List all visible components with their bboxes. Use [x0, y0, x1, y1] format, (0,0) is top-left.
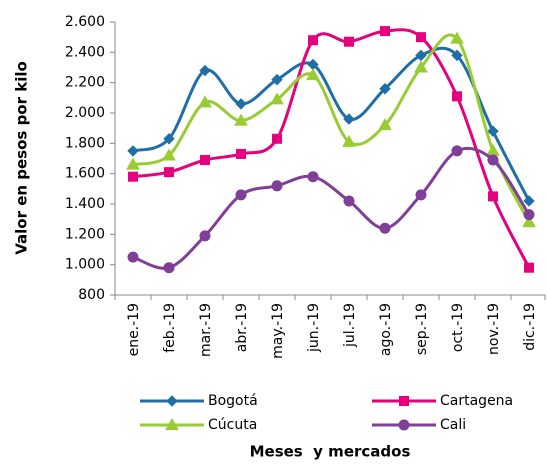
- x-tick-label: mar.-19: [198, 303, 214, 357]
- series-line: [132, 46, 531, 202]
- x-tick-label: abr.-19: [234, 303, 250, 352]
- point: [163, 133, 175, 145]
- point: [234, 113, 248, 126]
- point: [414, 60, 428, 73]
- point: [199, 64, 211, 77]
- point: [488, 191, 498, 202]
- legend-marker: [399, 396, 409, 406]
- point: [199, 230, 211, 242]
- x-tick-label: jul.-19: [342, 303, 358, 348]
- point: [308, 35, 318, 46]
- x-tick-label: sep.-19: [414, 303, 430, 355]
- point: [451, 145, 463, 157]
- point: [236, 148, 246, 159]
- point: [451, 49, 463, 62]
- point: [343, 195, 355, 207]
- y-tick-label: 2.400: [65, 44, 105, 60]
- point: [164, 167, 174, 178]
- point: [452, 91, 462, 102]
- point: [126, 157, 140, 170]
- legend-label: Cali: [440, 417, 466, 433]
- point: [162, 148, 176, 161]
- x-tick-label: jun.-19: [306, 303, 322, 353]
- legend-marker: [166, 395, 178, 407]
- x-tick-label: oct.-19: [450, 303, 466, 352]
- point: [306, 68, 320, 81]
- legend-label: Bogotá: [208, 393, 258, 409]
- legend-label: Cartagena: [440, 393, 513, 409]
- point: [487, 125, 499, 137]
- y-tick-label: 1.800: [65, 135, 105, 151]
- y-tick-label: 800: [78, 287, 105, 303]
- point: [416, 32, 426, 43]
- y-tick-label: 2.600: [65, 14, 105, 30]
- point: [523, 209, 535, 221]
- x-tick-label: feb.-19: [162, 303, 178, 353]
- y-tick-label: 1.400: [65, 196, 105, 212]
- point: [343, 113, 355, 125]
- point: [523, 195, 535, 207]
- point: [524, 262, 534, 273]
- point: [378, 118, 392, 131]
- y-axis-title: Valor en pesos por kilo: [13, 61, 31, 255]
- point: [342, 134, 356, 147]
- x-tick-label: ene.-19: [126, 303, 142, 356]
- point: [235, 98, 247, 110]
- point: [415, 49, 427, 62]
- point: [379, 222, 391, 234]
- point: [380, 26, 390, 37]
- point: [271, 180, 283, 192]
- x-axis-title: Meses y mercados: [250, 443, 411, 461]
- point: [128, 171, 138, 182]
- point: [163, 262, 175, 274]
- point: [486, 143, 500, 156]
- point: [200, 155, 210, 166]
- point: [522, 215, 536, 228]
- point: [487, 154, 499, 166]
- y-tick-label: 1.000: [65, 257, 105, 273]
- x-tick-label: nov.-19: [486, 303, 502, 355]
- point: [271, 73, 283, 86]
- x-tick-label: may.-19: [270, 303, 286, 359]
- point: [127, 145, 139, 157]
- y-tick-label: 2.000: [65, 105, 105, 121]
- point: [415, 189, 427, 201]
- legend-marker: [165, 417, 179, 430]
- point: [127, 251, 139, 263]
- point: [450, 31, 464, 44]
- x-tick-label: dic.-19: [522, 303, 538, 351]
- legend-label: Cúcuta: [208, 417, 257, 433]
- series-line: [132, 146, 531, 270]
- point: [272, 133, 282, 144]
- y-tick-label: 1.600: [65, 166, 105, 182]
- legend-marker: [398, 419, 410, 431]
- x-tick-label: ago.-19: [378, 303, 394, 356]
- point: [235, 189, 247, 201]
- point: [270, 92, 284, 105]
- y-tick-label: 2.200: [65, 75, 105, 91]
- point: [307, 171, 319, 183]
- point: [379, 83, 391, 95]
- y-tick-label: 1.200: [65, 226, 105, 242]
- point: [198, 95, 212, 108]
- point: [344, 36, 354, 47]
